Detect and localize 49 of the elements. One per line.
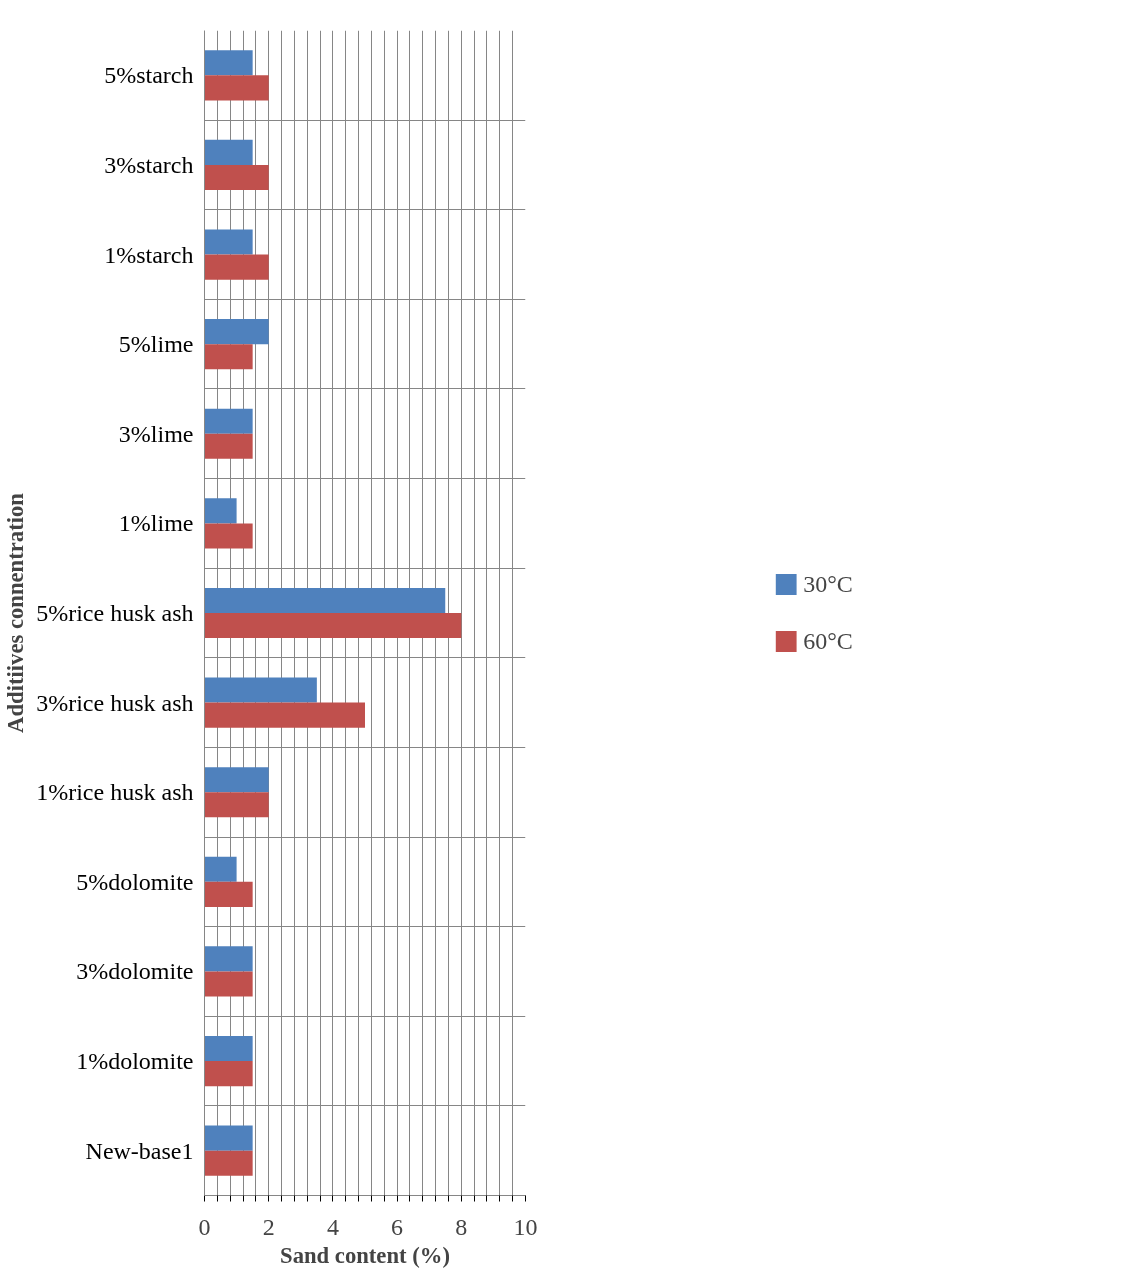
bar <box>204 75 269 101</box>
x-tick-label: 6 <box>391 1213 404 1240</box>
bar <box>204 139 253 165</box>
bar <box>204 1125 253 1151</box>
x-tick-label: 4 <box>326 1213 339 1240</box>
bar <box>204 1061 253 1087</box>
bar <box>204 164 269 191</box>
bar <box>204 319 269 345</box>
bar <box>204 229 253 255</box>
bar <box>204 1035 253 1062</box>
bar <box>204 344 253 370</box>
y-tick-label: 1%rice husk ash <box>36 779 194 806</box>
bar <box>204 498 237 524</box>
y-tick-label: 5%starch <box>104 62 194 89</box>
bar <box>204 408 253 434</box>
bar <box>204 767 269 793</box>
bar <box>204 254 269 280</box>
legend-label: 60°C <box>803 627 853 655</box>
y-tick-label: New-base1 <box>85 1137 194 1164</box>
x-tick-label: 0 <box>198 1213 211 1240</box>
bar <box>204 856 237 882</box>
legend-label: 30°C <box>803 570 853 598</box>
bar <box>204 523 253 549</box>
bar <box>204 881 253 907</box>
x-tick-label: 8 <box>455 1213 468 1240</box>
y-axis-title: Additiives connentration <box>3 492 29 733</box>
bar <box>204 946 253 972</box>
bar <box>204 1150 253 1176</box>
x-tick-label: 2 <box>262 1213 275 1240</box>
bar <box>204 792 269 818</box>
y-tick-label: 3%starch <box>104 151 194 178</box>
y-tick-label: 3%rice husk ash <box>36 689 194 716</box>
bar <box>204 50 253 76</box>
bar <box>204 587 446 613</box>
y-tick-label: 5%dolomite <box>76 868 194 895</box>
y-tick-label: 5%rice husk ash <box>36 600 194 626</box>
bar <box>204 613 462 639</box>
bar <box>204 702 365 728</box>
bar <box>204 971 253 997</box>
y-tick-label: 1%starch <box>104 241 194 268</box>
bar <box>204 677 317 703</box>
y-tick-label: 5%lime <box>118 331 194 358</box>
y-tick-label: 3%dolomite <box>76 958 194 985</box>
y-tick-label: 1%dolomite <box>76 1048 194 1075</box>
y-tick-label: 3%lime <box>118 420 194 447</box>
x-tick-label: 10 <box>513 1213 538 1240</box>
bar <box>204 433 253 459</box>
y-tick-label: 1%lime <box>118 510 194 537</box>
x-axis-title: Sand content (%) <box>280 1242 450 1268</box>
